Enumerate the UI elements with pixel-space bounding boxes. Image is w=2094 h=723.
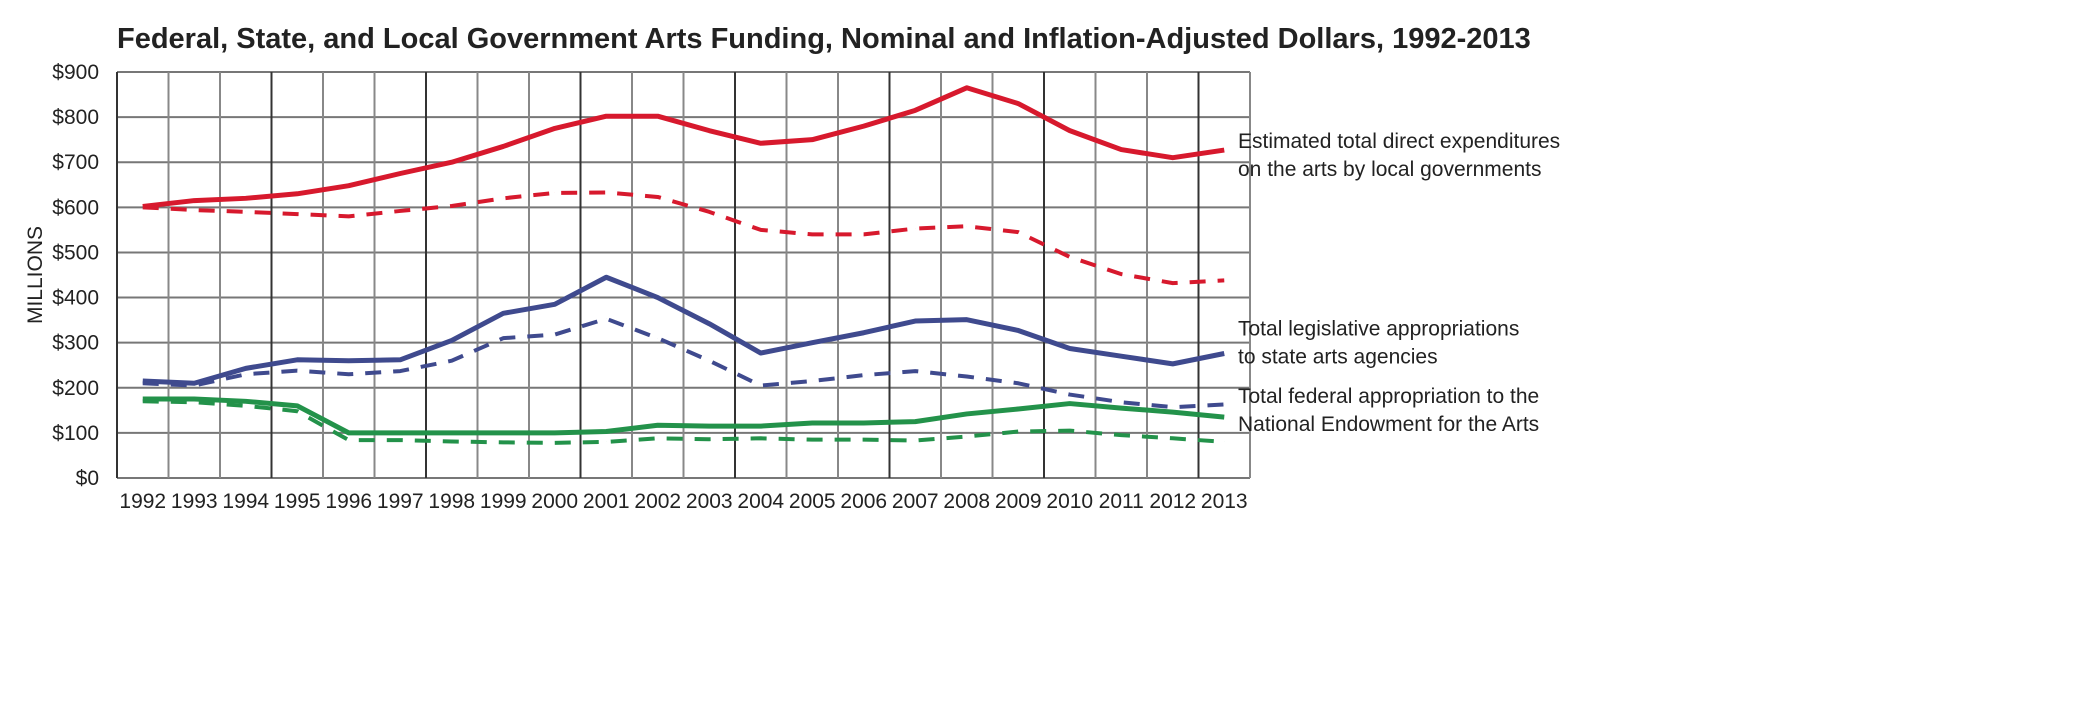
- x-tick-label: 1998: [428, 490, 475, 513]
- series-line-3: [142, 316, 1225, 410]
- series-annotation: on the arts by local governments: [1238, 158, 1542, 181]
- x-tick-label: 1992: [119, 490, 166, 513]
- x-tick-label: 2000: [531, 490, 578, 513]
- x-tick-label: 2004: [737, 490, 784, 513]
- series-annotation: Total federal appropriation to the: [1238, 385, 1539, 408]
- y-tick-label: $0: [76, 467, 99, 490]
- y-tick-label: $800: [52, 106, 99, 129]
- x-tick-label: 2002: [634, 490, 681, 513]
- x-tick-label: 2007: [892, 490, 939, 513]
- x-tick-label: 2013: [1201, 490, 1248, 513]
- x-tick-label: 1994: [222, 490, 269, 513]
- x-tick-label: 1995: [274, 490, 321, 513]
- y-tick-label: $500: [52, 241, 99, 264]
- y-tick-label: $900: [52, 61, 99, 84]
- x-tick-label: 1996: [325, 490, 372, 513]
- y-tick-label: $200: [52, 377, 99, 400]
- y-axis-label: MILLIONS: [24, 226, 47, 324]
- x-tick-label: 2006: [840, 490, 887, 513]
- series-annotation: Estimated total direct expenditures: [1238, 130, 1560, 153]
- x-tick-label: 2003: [686, 490, 733, 513]
- x-tick-label: 2012: [1149, 490, 1196, 513]
- series-line-2: [142, 274, 1225, 386]
- y-tick-label: $400: [52, 287, 99, 310]
- series-line-5: [142, 399, 1225, 445]
- series-annotation: National Endowment for the Arts: [1238, 413, 1539, 436]
- x-tick-label: 1993: [171, 490, 218, 513]
- x-tick-label: 2001: [583, 490, 630, 513]
- x-tick-label: 2011: [1099, 490, 1144, 513]
- series-line-4: [142, 396, 1225, 436]
- series-line-1: [142, 190, 1225, 286]
- x-tick-label: 2009: [995, 490, 1042, 513]
- x-tick-label: 1997: [377, 490, 424, 513]
- x-tick-label: 2005: [789, 490, 836, 513]
- series-line-0: [142, 85, 1225, 209]
- chart-title: Federal, State, and Local Government Art…: [117, 23, 1531, 55]
- x-tick-label: 2010: [1046, 490, 1093, 513]
- x-tick-label: 1999: [480, 490, 527, 513]
- x-tick-label: 2008: [943, 490, 990, 513]
- y-tick-label: $300: [52, 332, 99, 355]
- y-tick-label: $600: [52, 196, 99, 219]
- y-tick-label: $700: [52, 151, 99, 174]
- y-tick-label: $100: [52, 422, 99, 445]
- series-annotation: Total legislative appropriations: [1238, 317, 1519, 340]
- series-annotation: to state arts agencies: [1238, 345, 1438, 368]
